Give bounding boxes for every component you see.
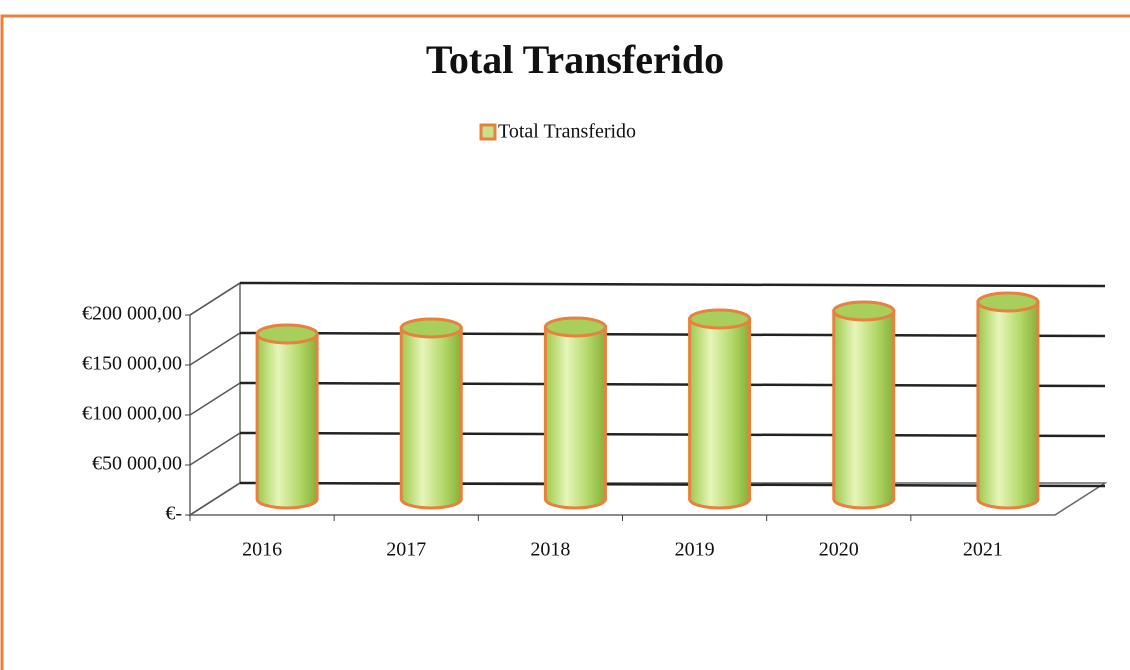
- bar: [976, 300, 1040, 510]
- x-tick-label: 2018: [530, 539, 570, 561]
- y-tick-label: €50 000,00: [92, 453, 182, 475]
- grid-line: [189, 482, 241, 516]
- x-tick-label: 2020: [819, 539, 859, 561]
- floor: [187, 482, 1108, 516]
- y-tick-label: €-: [165, 503, 182, 525]
- y-tick-label: €100 000,00: [82, 403, 182, 425]
- legend-label: Total Transferido: [498, 121, 636, 143]
- bar-top: [976, 291, 1040, 313]
- bar: [399, 326, 463, 510]
- chart-title: Total Transferido: [426, 37, 724, 82]
- bar-top: [832, 300, 896, 322]
- grid-line: [189, 432, 241, 466]
- grid-line: [239, 281, 1106, 288]
- bar: [688, 317, 752, 510]
- grid-line: [189, 332, 241, 366]
- grid-line: [189, 382, 241, 416]
- y-tick-label: €150 000,00: [82, 353, 182, 375]
- bar-top: [688, 308, 752, 330]
- bar-top: [255, 323, 319, 345]
- x-tick-label: 2019: [675, 539, 715, 561]
- bar-top: [543, 316, 607, 338]
- grid-line: [189, 282, 241, 316]
- grid-line: [239, 331, 1106, 338]
- bar: [832, 309, 896, 510]
- y-tick-label: €200 000,00: [82, 303, 182, 325]
- grid-line: [239, 481, 1106, 488]
- x-tick-label: 2016: [242, 539, 282, 561]
- legend-swatch: [479, 123, 497, 141]
- x-tick-label: 2021: [963, 539, 1003, 561]
- grid-line: [239, 381, 1106, 388]
- bar: [543, 325, 607, 510]
- grid-line: [239, 431, 1106, 438]
- x-tick-label: 2017: [386, 539, 426, 561]
- bar: [255, 332, 319, 510]
- bar-top: [399, 317, 463, 339]
